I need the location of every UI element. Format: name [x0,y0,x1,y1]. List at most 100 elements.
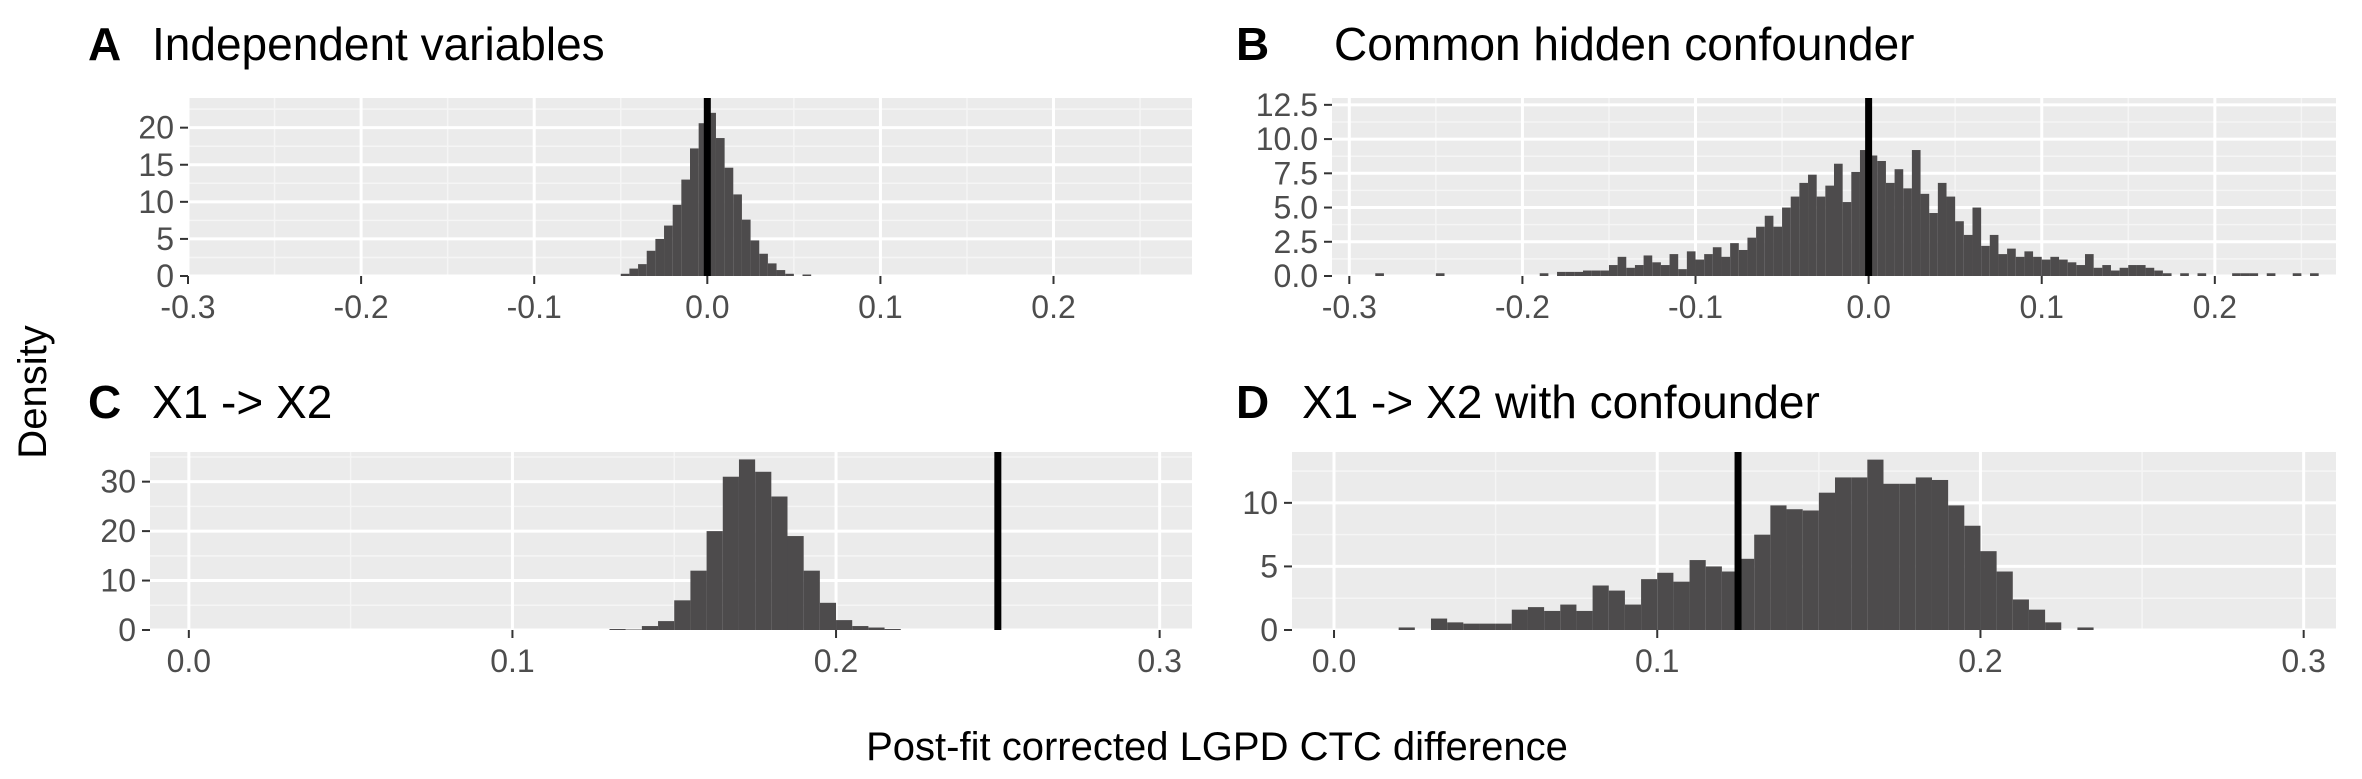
x-tick-label: 0.3 [2281,643,2325,679]
histogram-bar [681,179,690,276]
histogram-bar [1738,249,1748,276]
histogram-bar [646,250,656,276]
histogram-bar [1560,604,1577,630]
y-tick-label: 5 [1260,548,1278,584]
histogram-bar [2292,273,2302,276]
panel-title: Independent variables [152,18,605,70]
histogram-bar [1721,571,1739,630]
histogram-bar [1705,566,1722,630]
histogram-bar [1773,226,1783,276]
histogram-bar [1931,479,1949,630]
histogram-bar [655,238,665,276]
histogram-bar [722,476,739,630]
histogram-bar [1565,271,1575,276]
histogram-bar [1790,196,1800,276]
histogram-bar [1660,265,1670,276]
y-tick-label: 30 [100,464,136,500]
histogram-bar [2012,599,2029,630]
panel-letter: B [1236,18,1269,70]
histogram-bar [1673,581,1690,630]
histogram-bar [2119,267,2129,276]
histogram-bar [1375,273,1384,276]
panel-title: Common hidden confounder [1334,18,1914,70]
histogram-bar [2050,256,2060,276]
histogram-bar [2085,254,2094,276]
histogram-bar [884,629,901,630]
histogram-bar [2232,273,2241,276]
y-tick-label: 0 [156,258,174,294]
x-tick-label: 0.0 [685,289,729,325]
histogram-bar [1885,182,1895,276]
histogram-bar [658,621,675,630]
histogram-bar [771,496,788,630]
histogram-bar [2197,273,2207,276]
histogram-bar [1756,226,1765,276]
histogram-bar [2154,270,2163,276]
histogram-bar [2102,265,2111,276]
histogram-bar [1479,623,1496,630]
histogram-bar [1463,623,1480,630]
histogram-bar [1867,459,1884,630]
histogram-bar [1903,188,1912,276]
histogram-bar [1643,255,1653,276]
y-tick-label: 10 [138,184,174,220]
y-tick-label: 10.0 [1256,121,1318,157]
histogram-bar [787,536,804,630]
histogram-bar [776,270,786,276]
y-tick-label: 5 [156,221,174,257]
histogram-bar [1834,163,1843,276]
histogram-bar [1704,254,1713,276]
histogram-bar [1782,207,1791,276]
panel-d: D X1 -> X2 with confounder 0.0 0.1 0.2 0.3 0 5 1… [1236,376,2336,679]
histogram-bar [2024,251,2034,276]
histogram-bar [609,629,626,630]
panel-letter: C [88,376,121,428]
histogram-bar [1963,234,1973,276]
histogram-bar [724,167,734,276]
histogram-bar [1754,534,1771,630]
y-tick-label: 0.0 [1274,258,1318,294]
panel-letter: D [1236,376,1269,428]
histogram-bar [1770,505,1787,630]
histogram-bar [1964,525,1981,630]
y-tick-label: 20 [138,110,174,146]
histogram-bar [1996,571,2013,630]
x-tick-label: -0.1 [1668,289,1723,325]
histogram-bar [1689,560,1706,630]
histogram-bar [1937,182,1947,276]
histogram-bar [1802,510,1819,630]
histogram-bar [1816,196,1826,276]
x-tick-label: -0.1 [507,289,562,325]
histogram-bar [802,274,812,276]
y-tick-label: 2.5 [1274,224,1318,260]
histogram-bar [1738,558,1755,630]
histogram-bar [1591,270,1601,276]
x-tick-label: 0.1 [490,643,534,679]
histogram-bar [1544,610,1561,630]
histogram-bar [1592,585,1609,630]
panel-letter: A [88,18,121,70]
x-tick-label: 0.1 [2019,289,2063,325]
histogram-bar [1868,155,1878,276]
histogram-bar [2067,262,2077,276]
y-tick-label: 0 [118,612,136,648]
histogram-bar [733,194,742,276]
histogram-bar [638,264,647,276]
histogram-bar [620,273,630,276]
histogram-bar [1955,221,1964,276]
histogram-bar [1669,254,1679,276]
x-tick-label: -0.3 [160,289,215,325]
y-tick-label: 10 [100,563,136,599]
histogram-bar [1721,256,1731,276]
histogram-bar [1899,483,1916,630]
histogram-bar [1574,271,1583,276]
y-tick-label: 12.5 [1256,87,1318,123]
x-tick-label: 0.1 [858,289,902,325]
histogram-bar [2136,265,2146,276]
histogram-bar [2110,270,2120,276]
histogram-bar [2007,248,2016,276]
histogram-bar [868,627,885,630]
histogram-bar [629,268,639,276]
panel-background [150,452,1192,630]
histogram-bar [641,626,659,630]
